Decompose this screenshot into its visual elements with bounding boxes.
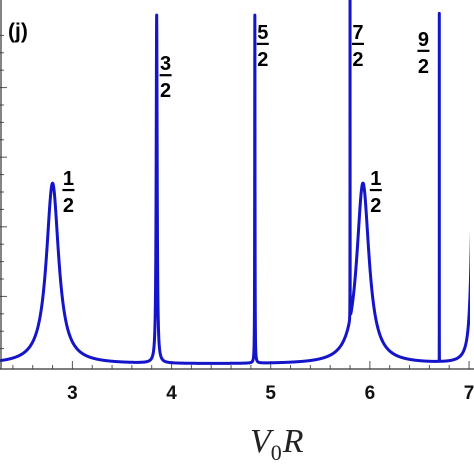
- fraction-denominator: 2: [418, 56, 429, 78]
- fraction-denominator: 2: [257, 49, 268, 71]
- fraction-denominator: 2: [63, 195, 74, 217]
- panel-label: (j): [8, 20, 28, 43]
- x-tick-label: 7: [464, 383, 474, 404]
- peak-fraction-label: 12: [369, 168, 382, 217]
- fraction-denominator: 2: [370, 195, 381, 217]
- peak-fraction-label: 12: [62, 168, 75, 217]
- x-tick-labels: 3 4 5 6 7: [67, 383, 474, 404]
- x-tick-label: 3: [67, 383, 78, 404]
- fraction-numerator: 9: [418, 29, 429, 51]
- fraction-denominator: 2: [352, 49, 363, 71]
- series-line: [0, 0, 470, 365]
- peak-fraction-label: 72: [351, 22, 364, 71]
- fraction-numerator: 7: [352, 22, 363, 44]
- x-axis-label-subscript: 0: [271, 440, 282, 465]
- peak-fraction-label: 32: [159, 53, 172, 102]
- peak-fraction-label: 92: [417, 29, 430, 78]
- fraction-numerator: 5: [257, 22, 268, 44]
- x-axis-ticks: [12, 361, 470, 369]
- x-axis-label-rest: R: [282, 423, 304, 460]
- x-tick-label: 4: [166, 383, 177, 404]
- x-tick-label: 6: [365, 383, 376, 404]
- peak-fraction-label: 52: [256, 22, 269, 71]
- x-axis-label: V0R: [250, 423, 304, 465]
- fraction-numerator: 1: [370, 168, 381, 190]
- x-tick-label: 5: [265, 383, 276, 404]
- fraction-numerator: 3: [160, 53, 171, 75]
- fraction-numerator: 1: [63, 168, 74, 190]
- fraction-denominator: 2: [160, 80, 171, 102]
